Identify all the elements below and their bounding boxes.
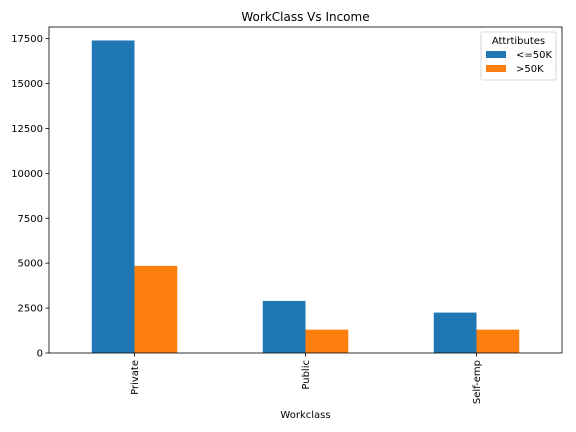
legend-swatch-2 (486, 65, 506, 72)
chart-title: WorkClass Vs Income (241, 10, 369, 24)
plot-area: Private Public Self-emp 0 2500 5000 7500 10000 1… (11, 26, 563, 404)
bar-private-series-1 (91, 40, 135, 354)
y-tick-label: 10000 (11, 169, 43, 180)
legend-label-2: >50K (516, 64, 544, 75)
y-tick-label: 7500 (18, 214, 43, 225)
y-tick-label: 2500 (18, 304, 43, 315)
legend-swatch-1 (486, 51, 506, 58)
bar-public-series-1 (262, 300, 306, 353)
bar-private-series-2 (134, 265, 178, 353)
x-tick-label: Private (130, 360, 141, 395)
legend: Attrtibutes <=50K >50K (480, 31, 557, 81)
y-tick-label: 17500 (11, 34, 43, 45)
legend-title: Attrtibutes (492, 36, 545, 47)
x-tick-label: Public (301, 360, 312, 390)
axes-frame (48, 26, 563, 354)
y-tick-label: 15000 (11, 79, 43, 90)
bar-public-series-2 (305, 329, 349, 353)
x-tick-label: Self-emp (472, 360, 483, 404)
y-tick-label: 0 (37, 349, 43, 360)
bar-self-emp-series-2 (476, 329, 520, 353)
bar-self-emp-series-1 (433, 312, 477, 353)
legend-label-1: <=50K (516, 50, 552, 61)
x-axis-label: Workclass (280, 410, 330, 421)
y-tick-label: 12500 (11, 124, 43, 135)
y-tick-label: 5000 (18, 259, 43, 270)
